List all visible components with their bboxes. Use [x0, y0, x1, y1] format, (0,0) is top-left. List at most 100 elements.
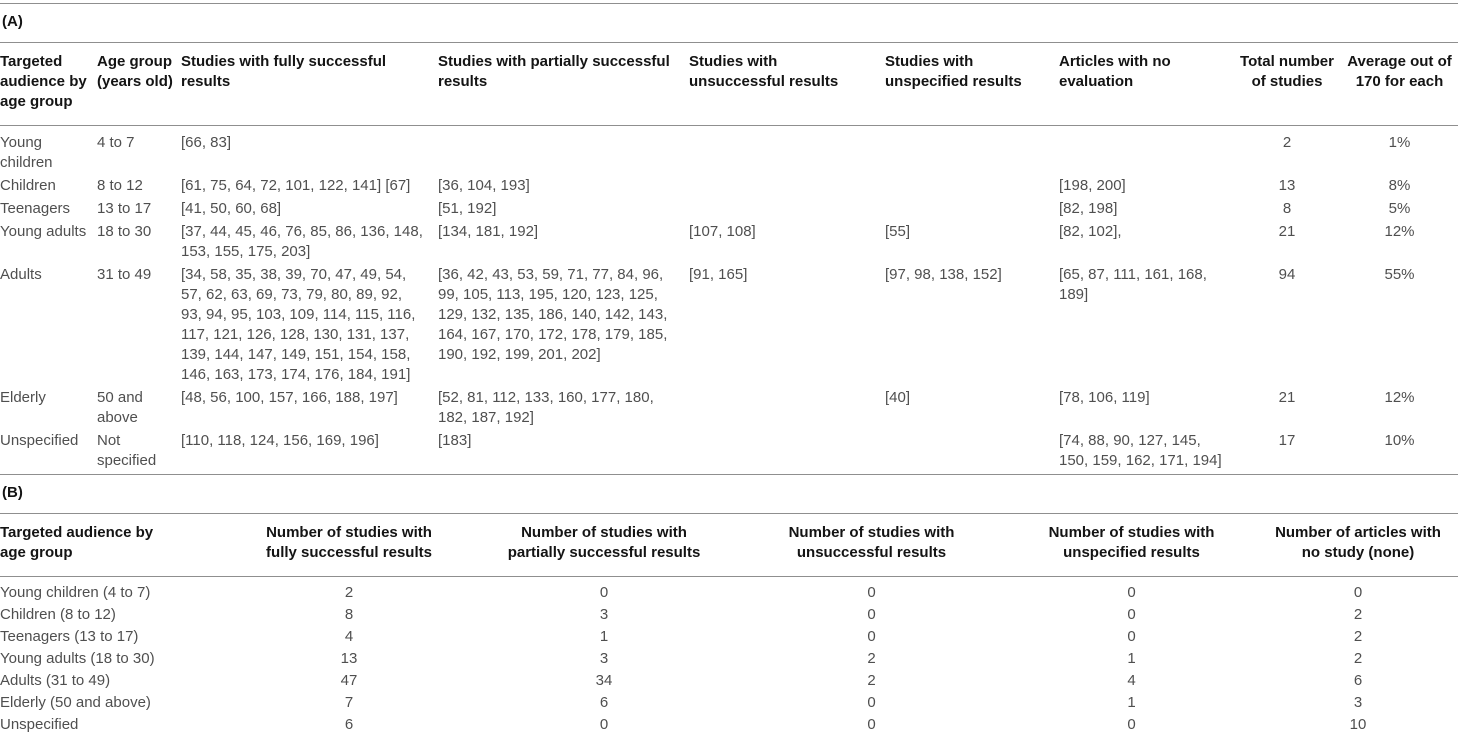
table-cell: [48, 56, 100, 157, 166, 188, 197] — [181, 389, 398, 406]
column-header: Average out of 170 for each — [1343, 43, 1458, 126]
table-cell: [52, 81, 112, 133, 160, 177, 180, 182, 1… — [438, 389, 654, 426]
table-cell: Unspecified — [0, 716, 79, 733]
table-cell: 1% — [1388, 134, 1411, 151]
table-cell — [885, 431, 1059, 475]
table-row: Unspecified Not specified [110, 118, 124, … — [0, 431, 1458, 475]
column-header: Total number of studies — [1233, 43, 1343, 126]
table-cell: 2 — [1282, 134, 1292, 151]
table-cell: [74, 88, 90, 127, 145, 150, 159, 162, 17… — [1059, 432, 1222, 469]
table-cell: 0 — [867, 584, 876, 601]
table-cell: 2 — [1353, 628, 1363, 645]
table-cell: [82, 198] — [1059, 200, 1118, 217]
table-cell: [41, 50, 60, 68] — [181, 200, 282, 217]
table-cell: 5% — [1388, 200, 1411, 217]
table-cell: [183] — [438, 432, 472, 449]
table-row: Teenagers 13 to 17 [41, 50, 60, 68] [51, 19… — [0, 199, 1458, 222]
table-cell: 4 — [1127, 672, 1136, 689]
column-header: Number of studies with fully successful … — [230, 514, 470, 577]
table-cell — [689, 199, 885, 222]
table-b-study-counts-by-age-group: Targeted audience by age group Number of … — [0, 514, 1458, 737]
table-cell: 0 — [867, 628, 876, 645]
table-cell: 2 — [1353, 606, 1363, 623]
table-cell: 0 — [1353, 584, 1363, 601]
table-cell: 0 — [867, 694, 876, 711]
table-cell: [55] — [885, 223, 911, 240]
table-cell — [689, 388, 885, 431]
table-row: Young adults (18 to 30) 13 3 2 1 2 — [0, 649, 1458, 671]
table-cell: [82, 102], — [1059, 223, 1122, 240]
table-cell: 55% — [1384, 266, 1415, 283]
table-cell — [885, 126, 1059, 177]
column-header: Studies with unspecified results — [885, 43, 1059, 126]
table-cell: 13 — [1278, 177, 1296, 194]
header-row: Targeted audience by age group Number of … — [0, 514, 1458, 577]
table-cell: 8 — [344, 606, 354, 623]
table-cell: 0 — [1127, 716, 1136, 733]
table-cell: 2 — [344, 584, 354, 601]
table-cell: [134, 181, 192] — [438, 223, 539, 240]
table-cell: [97, 98, 138, 152] — [885, 266, 1002, 283]
table-cell: Adults — [0, 266, 42, 283]
table-row: Teenagers (13 to 17) 4 1 0 0 2 — [0, 627, 1458, 649]
column-header: Studies with fully successful results — [181, 43, 438, 126]
top-divider — [0, 3, 1458, 4]
table-cell: 1 — [1127, 650, 1136, 667]
table-cell: Not specified — [97, 432, 157, 469]
table-row: Young children (4 to 7) 2 0 0 0 0 — [0, 577, 1458, 606]
column-header: Articles with no evaluation — [1059, 43, 1233, 126]
table-cell: Young adults (18 to 30) — [0, 650, 155, 667]
table-cell: 50 and above — [97, 389, 143, 426]
table-cell — [885, 176, 1059, 199]
table-cell: 18 to 30 — [97, 223, 152, 240]
header-row: Targeted audience by age group Age group … — [0, 43, 1458, 126]
table-cell: 6 — [1353, 672, 1363, 689]
table-cell — [689, 431, 885, 475]
column-header: Number of studies with unsuccessful resu… — [740, 514, 1005, 577]
table-cell: Young children (4 to 7) — [0, 584, 151, 601]
table-cell: [51, 192] — [438, 200, 497, 217]
column-header: Number of articles with no study (none) — [1260, 514, 1458, 577]
table-row: Adults (31 to 49) 47 34 2 4 6 — [0, 671, 1458, 693]
table-cell: 0 — [1127, 584, 1136, 601]
section-a-label: (A) — [2, 13, 23, 30]
table-cell: 0 — [599, 716, 609, 733]
table-cell — [885, 199, 1059, 222]
table-cell: 8% — [1388, 177, 1411, 194]
column-header: Targeted audience by age group — [0, 514, 230, 577]
table-cell: 2 — [867, 650, 876, 667]
table-cell: 0 — [867, 606, 876, 623]
table-cell: Young children — [0, 134, 53, 171]
table-cell: 1 — [599, 628, 609, 645]
section-b-label: (B) — [2, 484, 23, 501]
table-cell: 17 — [1278, 432, 1296, 449]
table-cell: 6 — [344, 716, 354, 733]
section-b-divider — [0, 513, 1458, 514]
table-row: Unspecified 6 0 0 0 10 — [0, 715, 1458, 737]
table-cell: 3 — [599, 650, 609, 667]
table-row: Elderly 50 and above [48, 56, 100, 157, 16… — [0, 388, 1458, 431]
table-cell: Young adults — [0, 223, 87, 240]
table-cell — [1059, 126, 1233, 177]
table-cell: 12% — [1384, 389, 1415, 406]
table-cell: [40] — [885, 389, 911, 406]
table-cell: [198, 200] — [1059, 177, 1126, 194]
table-row: Children 8 to 12 [61, 75, 64, 72, 101, 122… — [0, 176, 1458, 199]
table-cell: 94 — [1278, 266, 1296, 283]
table-cell: [34, 58, 35, 38, 39, 70, 47, 49, 54, 57,… — [181, 266, 416, 383]
table-cell: [65, 87, 111, 161, 168, 189] — [1059, 266, 1207, 303]
table-cell: 10% — [1384, 432, 1415, 449]
table-cell: [107, 108] — [689, 223, 756, 240]
table-cell: 8 to 12 — [97, 177, 143, 194]
table-cell: 34 — [595, 672, 613, 689]
table-cell: 13 — [340, 650, 358, 667]
table-cell — [689, 176, 885, 199]
column-header: Studies with partially successful result… — [438, 43, 689, 126]
table-cell: Children — [0, 177, 56, 194]
column-header: Studies with unsuccessful results — [689, 43, 885, 126]
table-cell: 2 — [867, 672, 876, 689]
table-row: Elderly (50 and above) 7 6 0 1 3 — [0, 693, 1458, 715]
table-cell: 0 — [599, 584, 609, 601]
table-cell: Elderly — [0, 389, 46, 406]
column-header: Age group (years old) — [97, 43, 181, 126]
table-row: Young adults 18 to 30 [37, 44, 45, 46, 76,… — [0, 222, 1458, 265]
